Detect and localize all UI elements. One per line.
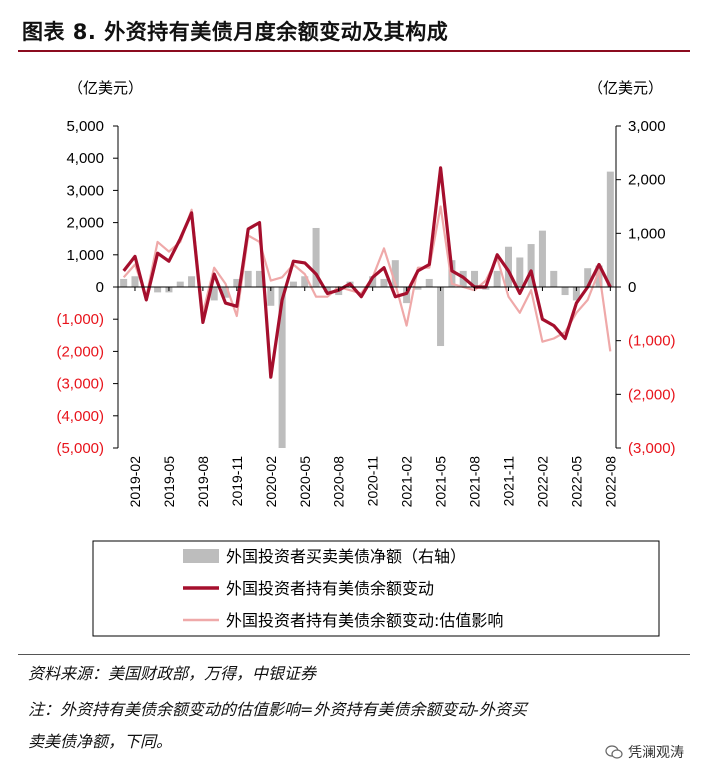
- left-axis-unit: （亿美元）: [68, 79, 143, 97]
- bar-net-purchase: [425, 278, 433, 287]
- watermark: 凭澜观涛: [605, 742, 684, 762]
- x-tick-label: 2021-02: [399, 456, 415, 508]
- x-tick-label: 2020-02: [263, 456, 279, 508]
- bar-net-purchase: [244, 270, 252, 287]
- bar-net-purchase: [233, 278, 241, 287]
- left-tick-label: (2,000): [56, 343, 104, 360]
- x-tick-label: 2019-11: [229, 456, 245, 507]
- left-tick-label: 1,000: [66, 247, 104, 264]
- bar-net-purchase: [437, 287, 445, 347]
- right-tick-label: (3,000): [628, 440, 676, 457]
- x-tick-label: 2022-05: [568, 456, 584, 508]
- x-tick-label: 2020-05: [297, 456, 313, 508]
- chart-title: 图表 8. 外资持有美债月度余额变动及其构成: [22, 20, 449, 44]
- left-tick-label: 3,000: [66, 182, 104, 199]
- right-tick-label: 2,000: [628, 172, 666, 189]
- bar-net-purchase: [504, 246, 512, 287]
- right-tick-label: (1,000): [628, 333, 676, 350]
- bar-net-purchase: [278, 287, 286, 448]
- legend-swatch-bar: [183, 549, 219, 563]
- left-tick-label: 4,000: [66, 150, 104, 167]
- bar-net-purchase: [538, 230, 546, 287]
- bar-net-purchase: [210, 287, 218, 301]
- left-tick-label: 0: [96, 279, 104, 296]
- x-tick-label: 2022-02: [534, 456, 550, 508]
- watermark-text: 凭澜观涛: [628, 745, 684, 761]
- bar-net-purchase: [131, 276, 139, 287]
- left-tick-label: (1,000): [56, 311, 104, 328]
- bar-net-purchase: [391, 260, 399, 287]
- x-tick-label: 2021-05: [433, 456, 449, 508]
- x-tick-label: 2022-08: [602, 456, 618, 508]
- right-tick-label: (2,000): [628, 386, 676, 403]
- right-tick-label: 0: [628, 279, 636, 296]
- x-tick-label: 2020-08: [331, 456, 347, 508]
- note-line-2: 卖美债净额，下同。: [28, 732, 173, 751]
- left-tick-label: (3,000): [56, 376, 104, 393]
- x-tick-label: 2019-05: [161, 456, 177, 508]
- right-tick-label: 3,000: [628, 118, 666, 135]
- right-tick-label: 1,000: [628, 225, 666, 242]
- bar-net-purchase: [369, 276, 377, 287]
- x-tick-label: 2021-11: [500, 456, 516, 507]
- legend-label: 外国投资者持有美债余额变动:估值影响: [226, 611, 503, 630]
- bar-net-purchase: [267, 287, 275, 306]
- x-tick-label: 2019-08: [195, 456, 211, 508]
- bar-net-purchase: [414, 287, 422, 290]
- bar-net-purchase: [561, 287, 569, 296]
- bar-net-purchase: [176, 281, 184, 287]
- bar-net-purchase: [312, 227, 320, 287]
- x-tick-label: 2021-08: [467, 456, 483, 508]
- left-tick-label: (5,000): [56, 440, 104, 457]
- x-tick-label: 2020-11: [365, 456, 381, 507]
- right-axis-unit: （亿美元）: [588, 79, 663, 97]
- bar-net-purchase: [516, 257, 524, 287]
- title-rule: [18, 50, 690, 52]
- legend-label: 外国投资者买卖美债净额（右轴）: [226, 547, 466, 566]
- left-tick-label: 2,000: [66, 215, 104, 232]
- bar-net-purchase: [255, 270, 263, 287]
- bar-net-purchase: [572, 287, 580, 301]
- footnote-rule: [18, 654, 690, 655]
- left-tick-label: 5,000: [66, 118, 104, 135]
- line-holdings-change: [122, 166, 612, 379]
- left-tick-label: (4,000): [56, 408, 104, 425]
- bar-net-purchase: [527, 244, 535, 287]
- source-line: 资料来源：美国财政部，万得，中银证券: [28, 664, 317, 683]
- bar-net-purchase: [154, 287, 162, 293]
- bar-net-purchase: [323, 287, 331, 293]
- bar-net-purchase: [222, 287, 230, 298]
- bar-net-purchase: [584, 268, 592, 287]
- bar-net-purchase: [550, 270, 558, 287]
- note-line-1: 注：外资持有美债余额变动的估值影响=外资持有美债余额变动-外资买: [28, 700, 527, 719]
- wechat-icon: [605, 745, 623, 759]
- bar-net-purchase: [380, 278, 388, 287]
- bar-net-purchase: [493, 270, 501, 287]
- bar-net-purchase: [471, 270, 479, 287]
- bar-net-purchase: [120, 278, 128, 287]
- bar-net-purchase: [289, 281, 297, 287]
- bar-net-purchase: [606, 171, 614, 287]
- bar-net-purchase: [448, 260, 456, 287]
- legend-label: 外国投资者持有美债余额变动: [226, 579, 434, 598]
- x-tick-label: 2019-02: [127, 456, 143, 508]
- line-valuation-effect: [122, 205, 612, 352]
- bar-net-purchase: [188, 276, 196, 287]
- bar-net-purchase: [301, 276, 309, 287]
- chart: 5,000 4,000 3,000 2,000 1,000 0 (1,000) (2,000)…: [56, 79, 676, 637]
